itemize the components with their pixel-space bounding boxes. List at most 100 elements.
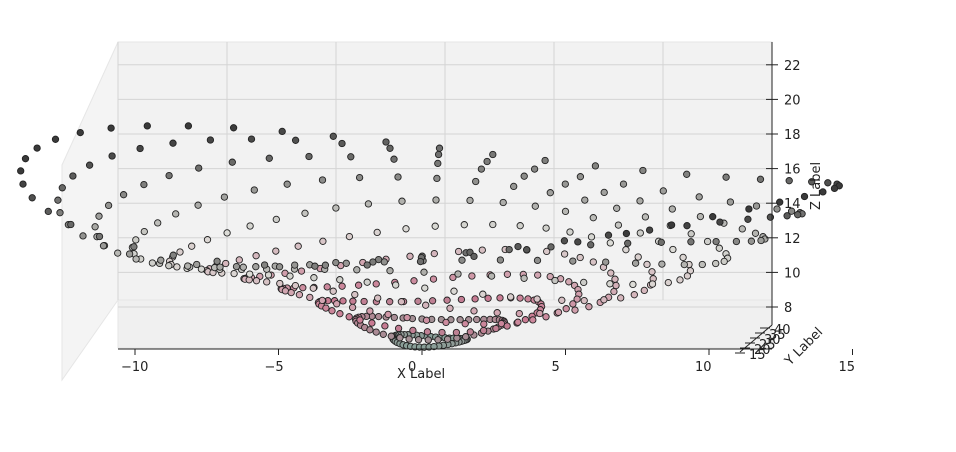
scatter-point [349,297,357,305]
data-points [17,122,843,351]
scatter-point [246,270,254,278]
scatter-point [69,172,77,180]
scatter-point [629,280,637,289]
scatter-point [587,233,596,241]
scatter-point [398,197,406,205]
scatter-point [658,260,666,268]
scatter-point [283,180,291,188]
scatter-point [543,247,551,256]
scatter-point [342,259,350,267]
scatter-point [776,198,784,206]
scatter-point [561,180,569,188]
scatter-point [606,280,614,288]
scatter-point [456,316,464,324]
scatter-point [239,263,247,271]
scatter-point [305,152,313,161]
scatter-point [712,237,720,246]
scatter-point [562,305,570,313]
scatter-point [132,236,140,244]
scatter-point [680,260,688,269]
scatter-point [712,259,720,268]
scatter-point [405,335,413,343]
scatter-point [397,298,406,306]
scatter-point [589,258,597,266]
scatter-point [76,128,84,137]
scatter-point [291,281,300,290]
z-axis-title: Z Label [809,162,824,210]
scatter-point [193,260,201,269]
scatter-point [295,291,304,299]
scatter-point [547,243,555,251]
scatter-point [374,294,382,302]
z-tick-label: 20 [784,93,801,108]
scatter-point [698,260,706,269]
scatter-point [631,259,640,267]
scatter-point [387,332,395,340]
scatter-point [591,162,600,170]
scatter-point [530,165,539,173]
scatter-point [493,309,501,317]
scatter-point [667,221,676,229]
scatter-point [403,313,411,322]
scatter-point [318,176,327,184]
scatter-point [108,152,116,160]
scatter-point [246,222,254,230]
scatter-point [520,172,528,180]
scatter-point [489,220,497,229]
x-tick-label: −10 [121,360,148,375]
scatter-point [679,253,687,262]
scatter-point [368,319,376,327]
scatter-point [800,192,809,201]
scatter-point [630,291,638,299]
scatter-point [188,242,196,250]
scatter-point [460,221,468,229]
scatter-point [169,251,177,259]
scatter-point [114,249,122,257]
scatter-point [409,326,417,335]
scatter-point [576,253,584,262]
scatter-point [194,201,202,209]
scatter-point [531,202,539,210]
scatter-point [104,201,113,210]
scatter-point [499,198,507,207]
z-tick-label: 8 [784,301,792,316]
scatter-point [260,261,269,269]
scatter-point [252,252,260,260]
scatter-point [457,295,466,304]
scatter-point [369,258,377,266]
scatter-point [195,164,203,172]
scatter-point [503,270,512,278]
scatter-point [607,269,615,277]
scatter-point [442,318,450,327]
scatter-point [695,193,703,201]
scatter-point [136,144,144,153]
scatter-point [657,238,665,246]
scatter-point [223,229,231,237]
scatter-point [454,247,463,256]
scatter-point [514,318,522,326]
scatter-point [95,232,104,241]
z-tick-label: 16 [784,163,801,178]
scatter-point [438,328,446,337]
scatter-point [294,242,302,250]
scatter-point [51,135,60,143]
scatter-point [44,207,52,216]
scatter-point [56,209,64,217]
scatter-point [715,244,723,252]
scatter-point [521,316,530,324]
scatter-point [732,237,741,246]
scatter-point [496,256,505,264]
scatter-point [745,205,753,213]
scatter-point [287,288,295,297]
scatter-point [310,274,318,282]
scatter-point [85,161,94,169]
scatter-point [461,320,469,328]
scatter-point [458,256,466,264]
x-tick-label: 10 [695,360,712,375]
scatter-point [351,290,359,299]
scatter-point [479,326,488,335]
scatter-point [291,261,299,269]
scatter-point [354,281,363,289]
scatter-point [107,124,115,132]
scatter-point [479,290,487,298]
